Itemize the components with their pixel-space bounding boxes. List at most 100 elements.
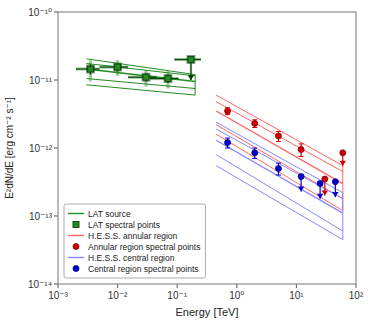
- y-tick-label: 10⁻¹³: [29, 211, 53, 222]
- bowtie-line: [216, 129, 343, 199]
- legend-box: [64, 204, 205, 278]
- upper-limit-arrow: [188, 75, 194, 80]
- marker: [164, 75, 172, 83]
- error-cap: [299, 143, 304, 144]
- x-tick-label: 10⁻³: [48, 290, 68, 301]
- error-cap: [252, 148, 257, 149]
- error-cap: [252, 158, 257, 159]
- error-cap: [252, 127, 257, 128]
- bowtie-line: [216, 122, 343, 193]
- bowtie-line: [86, 59, 195, 75]
- x-error-bar: [150, 78, 178, 79]
- marker: [115, 64, 121, 70]
- bowtie: [86, 59, 195, 95]
- y-error-bar: [276, 163, 281, 175]
- y-tick: [54, 216, 58, 217]
- marker: [187, 56, 195, 64]
- legend: LAT sourceLAT spectral pointsH.E.S.S. an…: [64, 204, 205, 278]
- legend-label: H.E.S.S. annular region: [88, 231, 178, 241]
- marker: [114, 63, 122, 71]
- y-tick-label: 10⁻¹¹: [29, 75, 53, 86]
- error-cap: [299, 156, 304, 157]
- marker: [143, 74, 149, 80]
- bowtie-line: [216, 95, 343, 166]
- y-error-bar: [225, 138, 230, 148]
- y-error-bar: [276, 131, 281, 141]
- y-tick: [54, 80, 58, 81]
- x-axis-label: Energy [TeV]: [176, 306, 239, 318]
- x-tick: [356, 284, 357, 288]
- legend-item: H.E.S.S. annular region: [68, 231, 178, 241]
- marker: [252, 150, 258, 156]
- x-tick-label: 10⁻¹: [167, 290, 187, 301]
- legend-item: Annular region spectral points: [73, 242, 200, 252]
- legend-item: LAT spectral points: [73, 220, 160, 230]
- legend-item: Central region spectral points: [73, 264, 199, 274]
- legend-label: Central region spectral points: [88, 264, 199, 274]
- marker: [73, 266, 79, 272]
- error-cap: [276, 163, 281, 164]
- error-cap: [225, 148, 230, 149]
- bowtie-line: [86, 63, 195, 75]
- marker: [275, 133, 281, 139]
- errorbar-series: [225, 138, 339, 199]
- bowtie-end: [342, 193, 343, 240]
- bowtie-line: [86, 85, 195, 95]
- y-error-bar: [252, 148, 257, 159]
- bowtie-line: [216, 155, 343, 231]
- marker: [188, 57, 194, 63]
- marker: [225, 108, 231, 114]
- x-tick-label: 10²: [349, 290, 364, 301]
- marker: [86, 65, 94, 73]
- marker: [298, 147, 304, 153]
- errorbar-series: [76, 57, 201, 84]
- marker: [332, 179, 338, 185]
- legend-item: LAT source: [68, 209, 131, 219]
- bowtie-line: [216, 111, 343, 184]
- marker: [275, 165, 281, 171]
- x-tick-label: 10⁻²: [108, 290, 128, 301]
- bowtie-line: [216, 102, 343, 172]
- errorbar-band: [76, 56, 201, 89]
- upper-limit-arrow: [322, 191, 328, 196]
- upper-limit-arrow: [298, 186, 304, 191]
- chart: 10⁻³10⁻²10⁻¹10⁰10¹10²10⁻¹⁴10⁻¹³10⁻¹²10⁻¹…: [0, 0, 368, 324]
- upper-limit-arrow: [317, 194, 323, 199]
- x-error-bar: [128, 77, 156, 78]
- marker: [73, 222, 79, 228]
- marker: [142, 73, 150, 81]
- x-tick: [296, 284, 297, 288]
- y-tick: [54, 12, 58, 13]
- upper-limit-arrow: [188, 75, 194, 80]
- upper-limit-arrow: [340, 161, 346, 166]
- x-error-bar: [100, 66, 128, 67]
- bowtie-end: [195, 75, 196, 95]
- x-tick: [236, 284, 237, 288]
- marks: [76, 56, 346, 240]
- error-cap: [276, 175, 281, 176]
- x-tick: [117, 284, 118, 288]
- marker: [225, 140, 231, 146]
- y-error-bar: [299, 144, 304, 157]
- error-cap: [276, 141, 281, 142]
- upper-limit-arrow: [332, 192, 338, 197]
- bowtie-line: [86, 69, 195, 81]
- marker: [298, 174, 304, 180]
- legend-label: H.E.S.S. central region: [88, 253, 175, 263]
- plot-background: [58, 12, 356, 284]
- marker: [317, 181, 323, 187]
- legend-label: Annular region spectral points: [88, 242, 200, 252]
- x-tick: [58, 284, 59, 288]
- error-cap: [225, 138, 230, 139]
- y-error-bar: [252, 120, 257, 128]
- legend-line: [68, 257, 84, 258]
- axes: 10⁻³10⁻²10⁻¹10⁰10¹10²10⁻¹⁴10⁻¹³10⁻¹²10⁻¹…: [28, 7, 364, 302]
- bowtie-line: [216, 140, 343, 213]
- error-cap: [276, 131, 281, 132]
- legend-label: LAT source: [88, 209, 131, 219]
- y-error-bar: [225, 108, 230, 115]
- legend-line: [68, 213, 84, 214]
- marker: [73, 244, 79, 250]
- x-tick-label: 10¹: [289, 290, 304, 301]
- legend-line: [68, 235, 84, 236]
